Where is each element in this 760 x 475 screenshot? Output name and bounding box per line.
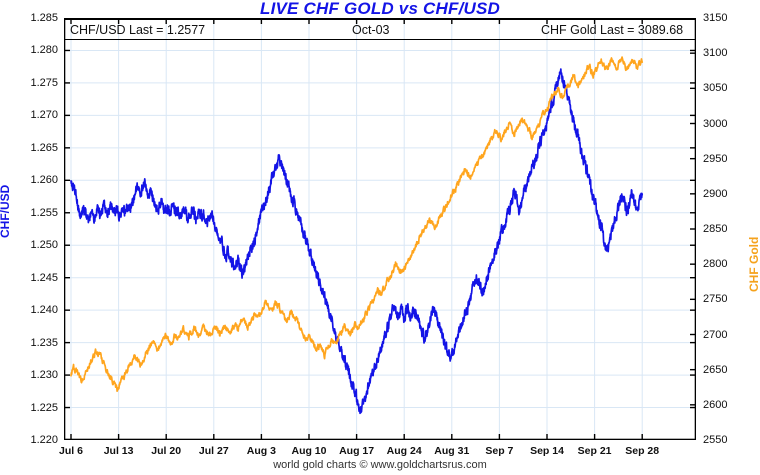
x-axis-tick: Sep 21 — [577, 445, 612, 457]
x-axis-tick: Aug 10 — [291, 445, 327, 457]
left-axis-tick: 1.230 — [30, 369, 58, 382]
right-axis-tick: 2750 — [703, 293, 728, 306]
right-axis-tick: 2650 — [703, 363, 728, 376]
x-axis-tick: Aug 17 — [339, 445, 375, 457]
left-axis-tick: 1.250 — [30, 239, 58, 252]
left-axis-tick: 1.260 — [30, 174, 58, 187]
series-lines — [70, 56, 644, 415]
plot-svg — [64, 18, 696, 440]
left-axis-tick: 1.270 — [30, 109, 58, 122]
x-axis-tick: Aug 31 — [434, 445, 470, 457]
x-axis-tick: Jul 20 — [151, 445, 182, 457]
right-axis-tick: 3050 — [703, 82, 728, 95]
chfgold-last-label: CHF Gold Last = 3089.68 — [541, 23, 684, 37]
right-axis-tick: 3100 — [703, 47, 728, 60]
right-axis-tick: 2700 — [703, 328, 728, 341]
x-axis-tick: Aug 24 — [386, 445, 422, 457]
left-axis-tick: 1.265 — [30, 141, 58, 154]
right-axis-tick: 2600 — [703, 398, 728, 411]
left-axis-tick: 1.245 — [30, 271, 58, 284]
left-axis-tick: 1.285 — [30, 12, 58, 24]
x-axis-tick: Aug 3 — [246, 445, 276, 457]
footer-credit: world gold charts © www.goldchartsrus.co… — [273, 459, 487, 471]
date-marker-label: Oct-03 — [352, 23, 390, 37]
left-axis-tick: 1.255 — [30, 206, 58, 219]
chfusd-last-label: CHF/USD Last = 1.2577 — [70, 23, 206, 37]
left-axis-tick: 1.235 — [30, 336, 58, 349]
x-axis-tick: Jul 13 — [103, 445, 134, 457]
left-axis-tick: 1.280 — [30, 44, 58, 57]
chart-title: LIVE CHF GOLD vs CHF/USD — [260, 0, 500, 18]
x-axis-tick: Jul 6 — [59, 445, 83, 457]
left-axis-tick: 1.220 — [30, 434, 58, 446]
right-axis-tick: 2850 — [703, 223, 728, 235]
right-axis-tick: 2900 — [703, 187, 728, 200]
right-axis-tick: 2950 — [703, 152, 728, 165]
plot-area — [64, 18, 696, 440]
left-axis-tick: 1.225 — [30, 401, 58, 414]
left-axis-tick: 1.240 — [30, 304, 58, 317]
x-axis-tick: Sep 28 — [625, 445, 660, 457]
right-axis-tick: 2550 — [703, 434, 728, 446]
left-axis-tick: 1.275 — [30, 76, 58, 89]
right-axis-title: CHF Gold — [747, 236, 760, 292]
right-axis-tick: 3000 — [703, 117, 728, 130]
right-axis-tick: 3150 — [703, 12, 728, 24]
x-axis-tick: Sep 7 — [485, 445, 514, 457]
right-axis-tick: 2800 — [703, 258, 728, 271]
left-axis-title: CHF/USD — [0, 184, 12, 238]
x-axis-tick: Jul 27 — [198, 445, 229, 457]
x-axis-tick: Sep 14 — [530, 445, 564, 457]
